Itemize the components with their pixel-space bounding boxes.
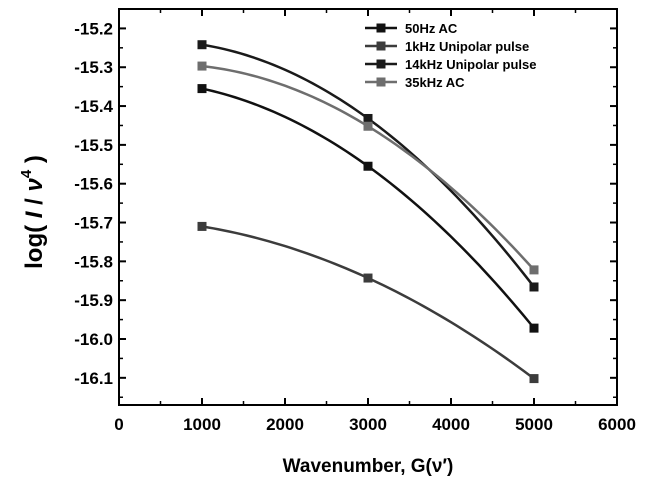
y-tick-label: -16.1 xyxy=(74,369,113,388)
y-tick-label: -15.7 xyxy=(74,214,113,233)
data-point xyxy=(197,61,207,71)
y-axis-title-slash: / xyxy=(21,192,48,212)
data-point xyxy=(529,265,539,275)
legend-item: 14kHz Unipolar pulse xyxy=(365,57,536,72)
x-tick-label: 6000 xyxy=(598,415,636,434)
x-tick-label: 5000 xyxy=(515,415,553,434)
y-axis-title-var-nu: ν xyxy=(21,178,48,192)
legend-item: 1kHz Unipolar pulse xyxy=(365,39,529,54)
data-point xyxy=(363,113,373,123)
y-tick-label: -16.0 xyxy=(74,330,113,349)
y-axis-title-suffix: ) xyxy=(21,155,48,170)
y-tick-label: -15.4 xyxy=(74,97,113,116)
y-tick-label: -15.3 xyxy=(74,58,113,77)
series-3 xyxy=(197,40,539,292)
data-point xyxy=(197,221,207,231)
series-2 xyxy=(197,221,539,384)
x-axis-title: Wavenumber, G(ν′) xyxy=(283,456,454,477)
y-tick-label: -15.5 xyxy=(74,136,113,155)
plot-area-border xyxy=(118,8,618,406)
x-tick-label: 0 xyxy=(114,415,123,434)
x-tick-label: 2000 xyxy=(266,415,304,434)
x-axis-ticks: 0 1000 2000 3000 4000 5000 6000 xyxy=(114,9,636,434)
data-point xyxy=(529,282,539,292)
plot-frame xyxy=(118,8,618,406)
legend-swatch-marker xyxy=(376,77,386,87)
series-4 xyxy=(197,61,539,275)
y-tick-label: -15.9 xyxy=(74,291,113,310)
series-1 xyxy=(197,84,539,333)
data-point xyxy=(363,121,373,131)
legend-swatch-marker xyxy=(376,41,386,51)
y-axis-title-prefix: log( xyxy=(21,218,48,269)
data-point xyxy=(197,40,207,50)
series-line xyxy=(201,225,535,380)
y-axis-title-exponent: 4 xyxy=(18,169,35,178)
y-tick-label: -15.2 xyxy=(74,19,113,38)
x-tick-label: 1000 xyxy=(183,415,221,434)
y-tick-label: -15.8 xyxy=(74,252,113,271)
series-layer xyxy=(197,40,539,384)
legend-swatch-marker xyxy=(376,59,386,69)
data-point xyxy=(197,84,207,94)
legend-label: 1kHz Unipolar pulse xyxy=(405,39,529,54)
data-point xyxy=(363,273,373,283)
data-point xyxy=(529,374,539,384)
data-point xyxy=(529,323,539,333)
y-axis-ticks: -16.1 -16.0 -15.9 -15.8 -15.7 -15.6 -15.5 -15.4… xyxy=(74,19,617,398)
legend-item: 35kHz AC xyxy=(365,75,465,90)
legend-swatch-marker xyxy=(376,23,386,33)
data-point xyxy=(363,161,373,171)
x-tick-label: 3000 xyxy=(349,415,387,434)
legend-label: 14kHz Unipolar pulse xyxy=(405,57,536,72)
y-tick-label: -15.6 xyxy=(74,175,113,194)
legend: 50Hz AC 1kHz Unipolar pulse 14kHz Unipolar… xyxy=(365,21,536,90)
legend-item: 50Hz AC xyxy=(365,21,458,36)
y-axis-title: log( I / ν4 ) xyxy=(18,155,48,269)
legend-label: 50Hz AC xyxy=(405,21,458,36)
y-axis-title-var-i: I xyxy=(21,210,48,218)
x-tick-label: 4000 xyxy=(432,415,470,434)
legend-label: 35kHz AC xyxy=(405,75,465,90)
